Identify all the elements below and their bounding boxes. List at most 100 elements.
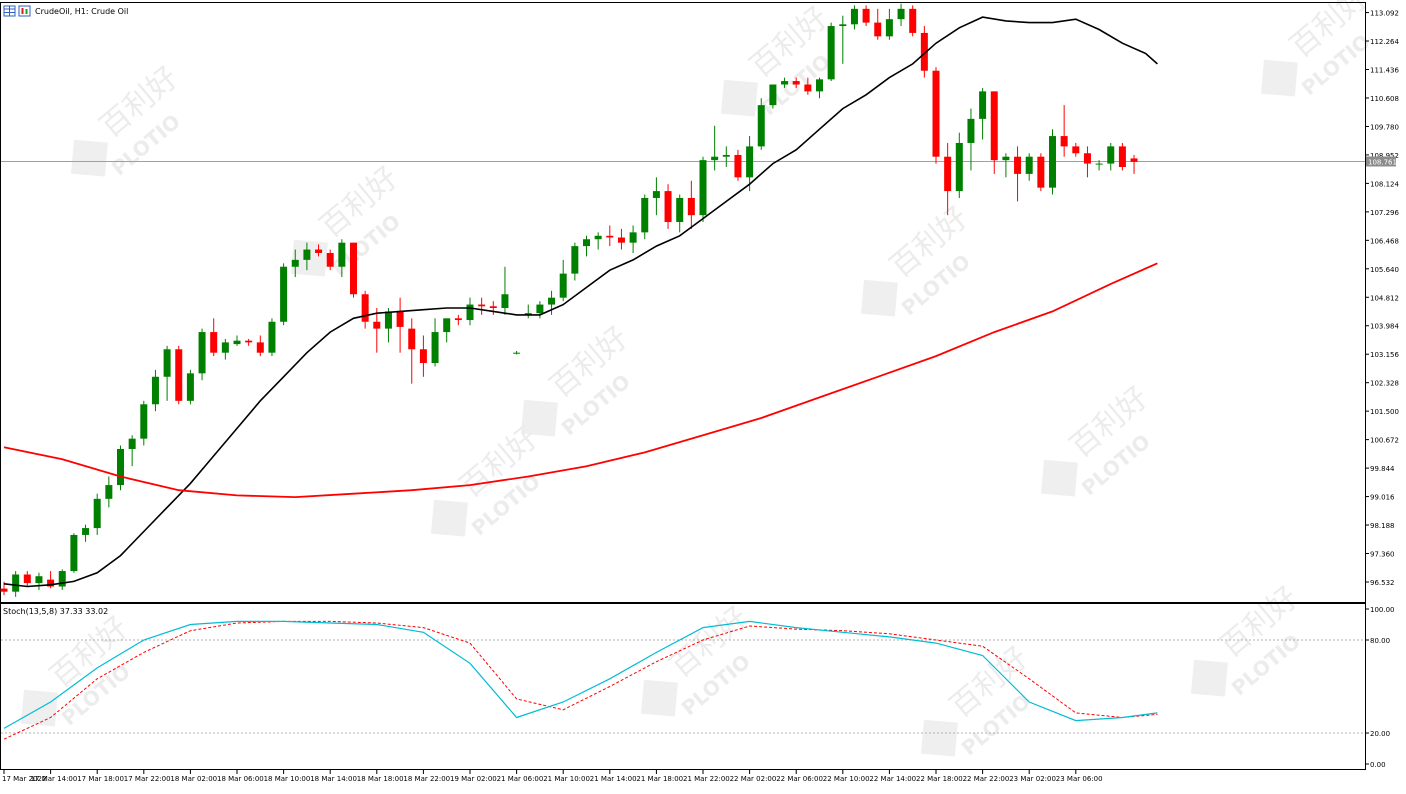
candle [478,297,486,315]
candle-body [419,349,427,364]
price-tick-label: 105.640 [1370,266,1399,274]
price-tick-label: 113.092 [1370,10,1399,18]
candle [35,572,43,590]
candle [12,571,20,597]
price-tick-label: 107.296 [1370,209,1399,217]
candle-body [676,197,684,223]
candle [1118,142,1126,171]
time-tick-label: 21 Mar 22:00 [683,775,730,783]
time-tick-label: 18 Mar 18:00 [357,775,404,783]
candle [827,22,835,82]
candle-body [105,485,113,499]
candle [256,335,264,357]
candle-body [699,160,707,216]
candle [23,571,31,587]
candle-body [571,246,579,274]
candle-body [722,154,730,157]
candle-body [384,311,392,329]
candle [326,249,334,271]
candle-body [874,22,882,37]
price-tick-label: 106.468 [1370,237,1399,245]
candle-body [513,352,521,354]
candle-body [734,154,742,178]
candle-body [629,232,637,243]
candle-body [431,332,439,364]
candle [990,91,998,174]
candle [874,8,882,40]
candle-body [454,318,462,321]
candle [93,493,101,535]
candle-body [804,84,812,92]
chart-candle-icon[interactable] [18,5,31,17]
time-tick-label: 18 Mar 14:00 [310,775,357,783]
candle-body [186,373,194,401]
candle-body [466,304,474,321]
price-tick-label: 102.328 [1370,380,1399,388]
price-tick-label: 112.264 [1370,38,1399,46]
candle [489,301,497,315]
candle [82,524,90,542]
time-tick-label: 17 Mar 18:00 [77,775,124,783]
candle [548,290,556,315]
candle-body [47,579,55,587]
candle [979,87,987,140]
candle-body [373,321,381,329]
price-axis: 113.092 112.264 111.436 110.608 109.780 108.9… [1365,10,1399,587]
time-tick-label: 22 Mar 06:00 [776,775,823,783]
candle-body [979,91,987,119]
candle [676,194,684,233]
time-tick-label: 19 Mar 02:00 [450,775,497,783]
watermark-diamond-icon [860,279,898,317]
candle-body [163,349,171,377]
candle-body [501,294,509,309]
time-tick-label: 22 Mar 22:00 [963,775,1010,783]
candle-body [117,448,124,486]
candle [746,136,754,192]
candle-body [82,528,90,535]
chart-title: CrudeOil, H1: Crude Oil [35,7,128,16]
candle [1025,153,1033,181]
candle [687,180,695,229]
stochastic-chart: 100.00 80.00 20.00 0.00 [1,606,1395,769]
watermark-diamond-icon [720,79,758,117]
candle [909,5,917,37]
indicator-tick-label: 0.00 [1370,761,1386,769]
price-tick-label: 109.780 [1370,123,1399,131]
candle-body [1014,156,1022,174]
candle [303,242,311,271]
time-tick-label: 21 Mar 10:00 [543,775,590,783]
candle-body [1049,136,1056,188]
indicator-tick-label: 80.00 [1370,637,1390,645]
watermark-diamond-icon [520,399,558,437]
candle-body [583,239,590,247]
candle [641,194,649,240]
candle [373,308,381,353]
candle [128,435,136,467]
candle [804,77,812,95]
candle [1072,142,1080,157]
candle-body [478,304,486,307]
candle [70,533,78,573]
candle-body [1002,156,1010,161]
candle-body [944,156,952,192]
candle-body [781,81,789,85]
candle [384,308,392,343]
time-tick-label: 18 Mar 10:00 [264,775,311,783]
candle [198,328,206,381]
candle-body [396,311,404,327]
candle [315,244,323,257]
watermark-diamond-icon [640,679,678,717]
chart-grid-icon[interactable] [3,5,16,17]
candle-body [443,318,451,333]
candle [454,314,462,326]
candle [419,335,427,377]
candle [1014,146,1022,202]
candle [140,400,148,446]
candle-body [664,191,672,223]
candle-body [1072,146,1080,154]
candle [757,98,765,150]
time-tick-label: 23 Mar 02:00 [1009,775,1056,783]
